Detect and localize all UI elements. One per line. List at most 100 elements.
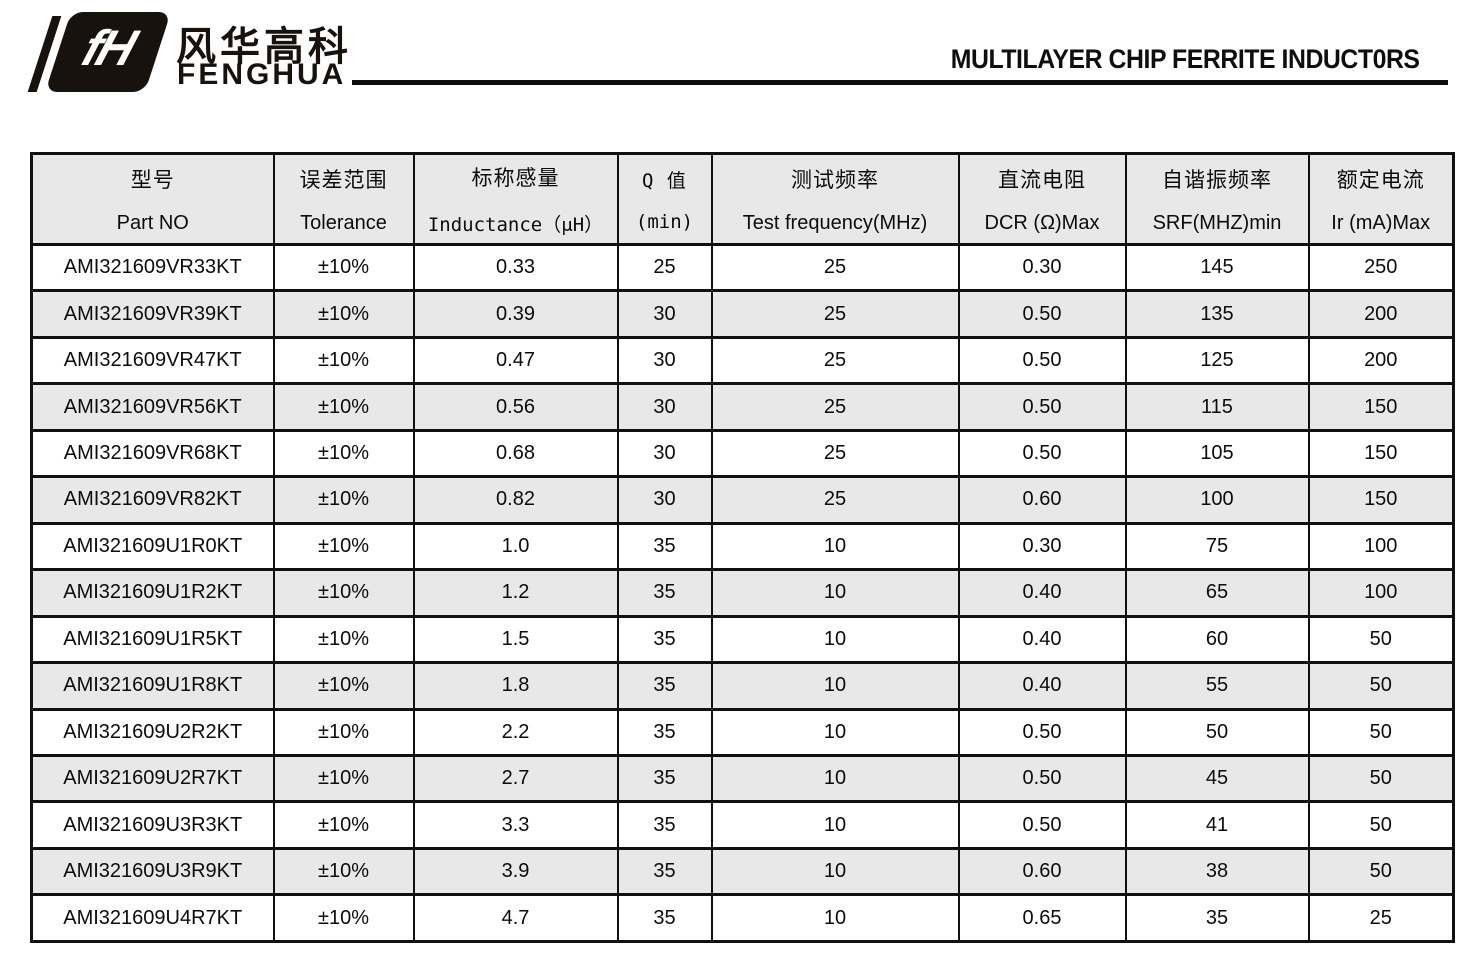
spec-value-cell: 1.5 [412, 614, 619, 665]
spec-value-cell: 25 [710, 428, 960, 479]
part-no-cell: AMI321609VR47KT [30, 335, 275, 386]
column-header-3: 标称感量 Inductance（μH） [412, 152, 619, 246]
spec-value-cell: 45 [1124, 753, 1310, 804]
spec-value-cell: 1.8 [412, 661, 619, 711]
column-header-7: 自谐振频率 SRF(MHZ)min [1124, 152, 1310, 246]
spec-table-head: 型号 Part NO 误差范围 Tolerance 标称感量 Inductance（μH）… [30, 152, 1455, 246]
column-header-cn: 标称感量 [471, 166, 560, 190]
spec-value-cell: 0.40 [957, 661, 1127, 711]
spec-value-cell: 0.33 [412, 242, 619, 293]
spec-value-cell: ±10% [272, 753, 415, 804]
page-title: MULTILAYER CHIP FERRITE INDUCT0RS [951, 44, 1420, 74]
column-header-1: 型号 Part NO [30, 152, 275, 246]
spec-value-cell: 50 [1307, 661, 1455, 711]
spec-value-cell: 0.50 [957, 382, 1127, 432]
spec-value-cell: 10 [710, 661, 960, 711]
spec-value-cell: 35 [616, 846, 713, 897]
column-header-cn: 测试频率 [791, 168, 879, 192]
spec-value-cell: 30 [616, 475, 713, 525]
column-header-8: 额定电流 Ir (mA)Max [1307, 152, 1455, 246]
table-row: AMI321609U1R8KT ±10% 1.8 35 10 0.40 55 50 [30, 661, 1455, 711]
spec-value-cell: 0.30 [957, 242, 1127, 293]
spec-value-cell: 0.56 [412, 382, 619, 432]
table-row: AMI321609VR39KT ±10% 0.39 30 25 0.50 135 200 [30, 289, 1455, 339]
spec-value-cell: 35 [616, 707, 713, 757]
spec-value-cell: 135 [1124, 289, 1310, 339]
column-header-2: 误差范围 Tolerance [272, 152, 415, 246]
spec-value-cell: 100 [1124, 475, 1310, 525]
spec-value-cell: 10 [710, 800, 960, 850]
spec-value-cell: ±10% [272, 800, 415, 850]
spec-value-cell: ±10% [272, 521, 415, 572]
spec-value-cell: 50 [1124, 707, 1310, 757]
spec-value-cell: 0.39 [412, 289, 619, 339]
spec-value-cell: 10 [710, 893, 960, 943]
spec-value-cell: 25 [616, 242, 713, 293]
table-row: AMI321609U2R2KT ±10% 2.2 35 10 0.50 50 50 [30, 707, 1455, 757]
column-header-en: (min) [635, 210, 694, 233]
spec-value-cell: 10 [710, 521, 960, 572]
part-no-cell: AMI321609U2R2KT [30, 707, 275, 757]
spec-value-cell: 150 [1307, 428, 1455, 479]
spec-value-cell: 10 [710, 568, 960, 618]
spec-value-cell: 25 [710, 242, 960, 293]
spec-value-cell: 145 [1124, 242, 1310, 293]
part-no-cell: AMI321609VR68KT [30, 428, 275, 479]
brand-name-english: FENGHUA [177, 58, 347, 91]
table-row: AMI321609U3R3KT ±10% 3.3 35 10 0.50 41 50 [30, 800, 1455, 850]
header-divider-rule [352, 80, 1448, 85]
spec-value-cell: 4.7 [412, 893, 619, 943]
spec-value-cell: 75 [1124, 521, 1310, 572]
spec-value-cell: 30 [616, 335, 713, 386]
spec-value-cell: 3.9 [412, 846, 619, 897]
part-no-cell: AMI321609U3R9KT [30, 846, 275, 897]
part-no-cell: AMI321609VR39KT [30, 289, 275, 339]
spec-value-cell: 50 [1307, 614, 1455, 665]
spec-value-cell: 0.50 [957, 707, 1127, 757]
spec-value-cell: 25 [710, 382, 960, 432]
table-row: AMI321609U1R0KT ±10% 1.0 35 10 0.30 75 100 [30, 521, 1455, 572]
spec-value-cell: ±10% [272, 614, 415, 665]
fenghua-logo-icon: fH ® [27, 10, 171, 96]
spec-value-cell: 10 [710, 707, 960, 757]
spec-value-cell: 38 [1124, 846, 1310, 897]
spec-value-cell: 10 [710, 614, 960, 665]
spec-value-cell: 30 [616, 289, 713, 339]
spec-value-cell: 200 [1307, 335, 1455, 386]
column-header-6: 直流电阻 DCR (Ω)Max [957, 152, 1127, 246]
table-row: AMI321609VR47KT ±10% 0.47 30 25 0.50 125 200 [30, 335, 1455, 386]
spec-value-cell: 35 [616, 521, 713, 572]
spec-value-cell: 0.30 [957, 521, 1127, 572]
part-no-cell: AMI321609VR82KT [30, 475, 275, 525]
spec-value-cell: 25 [1307, 893, 1455, 943]
part-no-cell: AMI321609U1R0KT [30, 521, 275, 572]
spec-value-cell: 100 [1307, 521, 1455, 572]
logo-mark-letters: fH [75, 20, 141, 76]
part-no-cell: AMI321609VR56KT [30, 382, 275, 432]
spec-value-cell: 50 [1307, 707, 1455, 757]
registered-trademark-icon: ® [150, 10, 162, 27]
table-row: AMI321609VR56KT ±10% 0.56 30 25 0.50 115 150 [30, 382, 1455, 432]
spec-value-cell: ±10% [272, 242, 415, 293]
spec-value-cell: ±10% [272, 382, 415, 432]
table-row: AMI321609VR82KT ±10% 0.82 30 25 0.60 100 150 [30, 475, 1455, 525]
spec-value-cell: 50 [1307, 846, 1455, 897]
spec-value-cell: 200 [1307, 289, 1455, 339]
spec-value-cell: 0.60 [957, 846, 1127, 897]
column-header-5: 测试频率 Test frequency(MHz) [710, 152, 960, 246]
column-header-cn: 误差范围 [299, 168, 388, 192]
table-row: AMI321609U1R2KT ±10% 1.2 35 10 0.40 65 100 [30, 568, 1455, 618]
spec-value-cell: 50 [1307, 800, 1455, 850]
column-header-en: Test frequency(MHz) [742, 211, 928, 234]
brand-name-chinese: 风华高科 [176, 25, 352, 69]
column-header-cn: 自谐振频率 [1162, 168, 1272, 192]
spec-value-cell: 35 [616, 614, 713, 665]
column-header-en: Tolerance [300, 211, 387, 234]
spec-value-cell: 55 [1124, 661, 1310, 711]
spec-value-cell: 1.2 [412, 568, 619, 618]
spec-value-cell: 35 [616, 800, 713, 850]
spec-value-cell: 0.60 [957, 475, 1127, 525]
spec-value-cell: 50 [1307, 753, 1455, 804]
inductor-spec-table: 型号 Part NO 误差范围 Tolerance 标称感量 Inductance（μH）… [30, 152, 1455, 943]
spec-value-cell: 2.2 [412, 707, 619, 757]
